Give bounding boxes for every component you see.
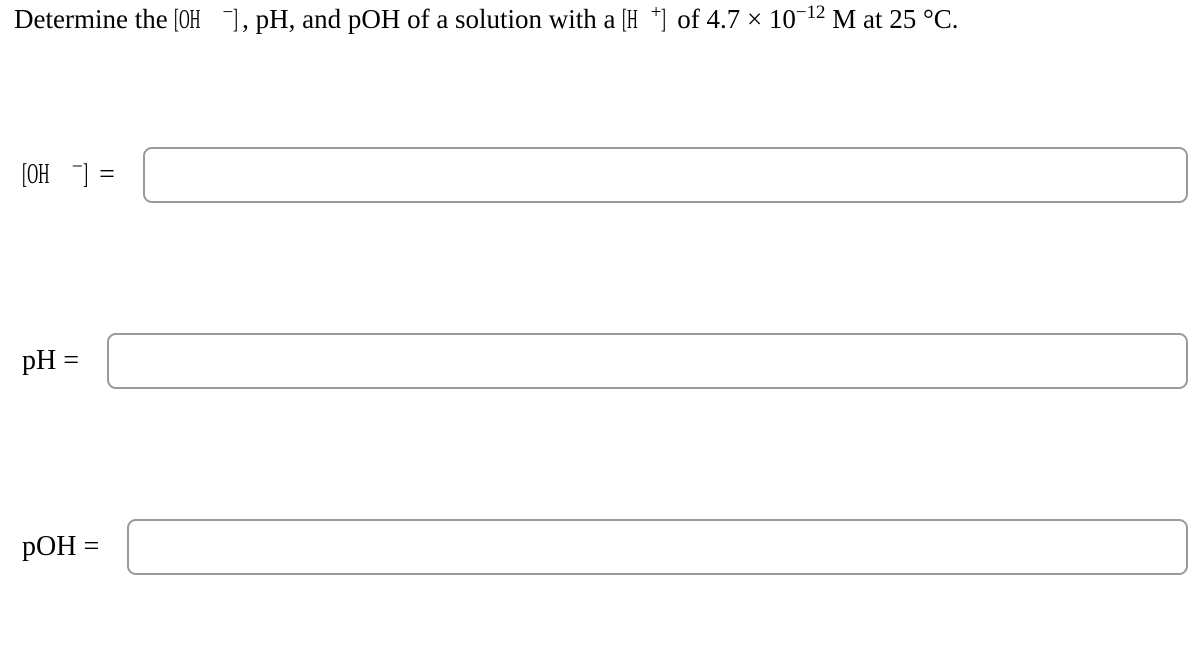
bracket-open: [H <box>622 2 638 37</box>
h-superscript: + <box>651 2 662 23</box>
poh-input[interactable] <box>127 519 1188 575</box>
ph-label: pH = <box>22 345 79 377</box>
equals: = <box>92 159 115 190</box>
oh-row: [OH −] = <box>6 147 1188 203</box>
bracket-open: [OH <box>22 159 49 191</box>
ph-input[interactable] <box>107 333 1188 389</box>
exponent: −12 <box>796 2 826 23</box>
poh-row: pOH = <box>6 519 1188 575</box>
oh-superscript: − <box>222 2 233 23</box>
prompt-text-4: M at 25 °C. <box>825 4 958 34</box>
prompt-text-2: , pH, and pOH of a solution with a <box>242 4 622 34</box>
oh-input[interactable] <box>143 147 1188 203</box>
bracket-open: [OH <box>174 2 200 37</box>
prompt-text-3: of 4.7 × 10 <box>670 4 795 34</box>
ph-row: pH = <box>6 333 1188 389</box>
bracket-close: ] <box>661 2 666 37</box>
oh-label: [OH −] = <box>22 159 115 191</box>
bracket-close: ] <box>233 2 238 37</box>
prompt-text-1: Determine the <box>14 4 174 34</box>
oh-superscript: − <box>72 157 83 178</box>
bracket-close: ] <box>83 159 88 191</box>
question-prompt: Determine the [OH−], pH, and pOH of a so… <box>6 2 1188 37</box>
poh-label: pOH = <box>22 531 99 563</box>
